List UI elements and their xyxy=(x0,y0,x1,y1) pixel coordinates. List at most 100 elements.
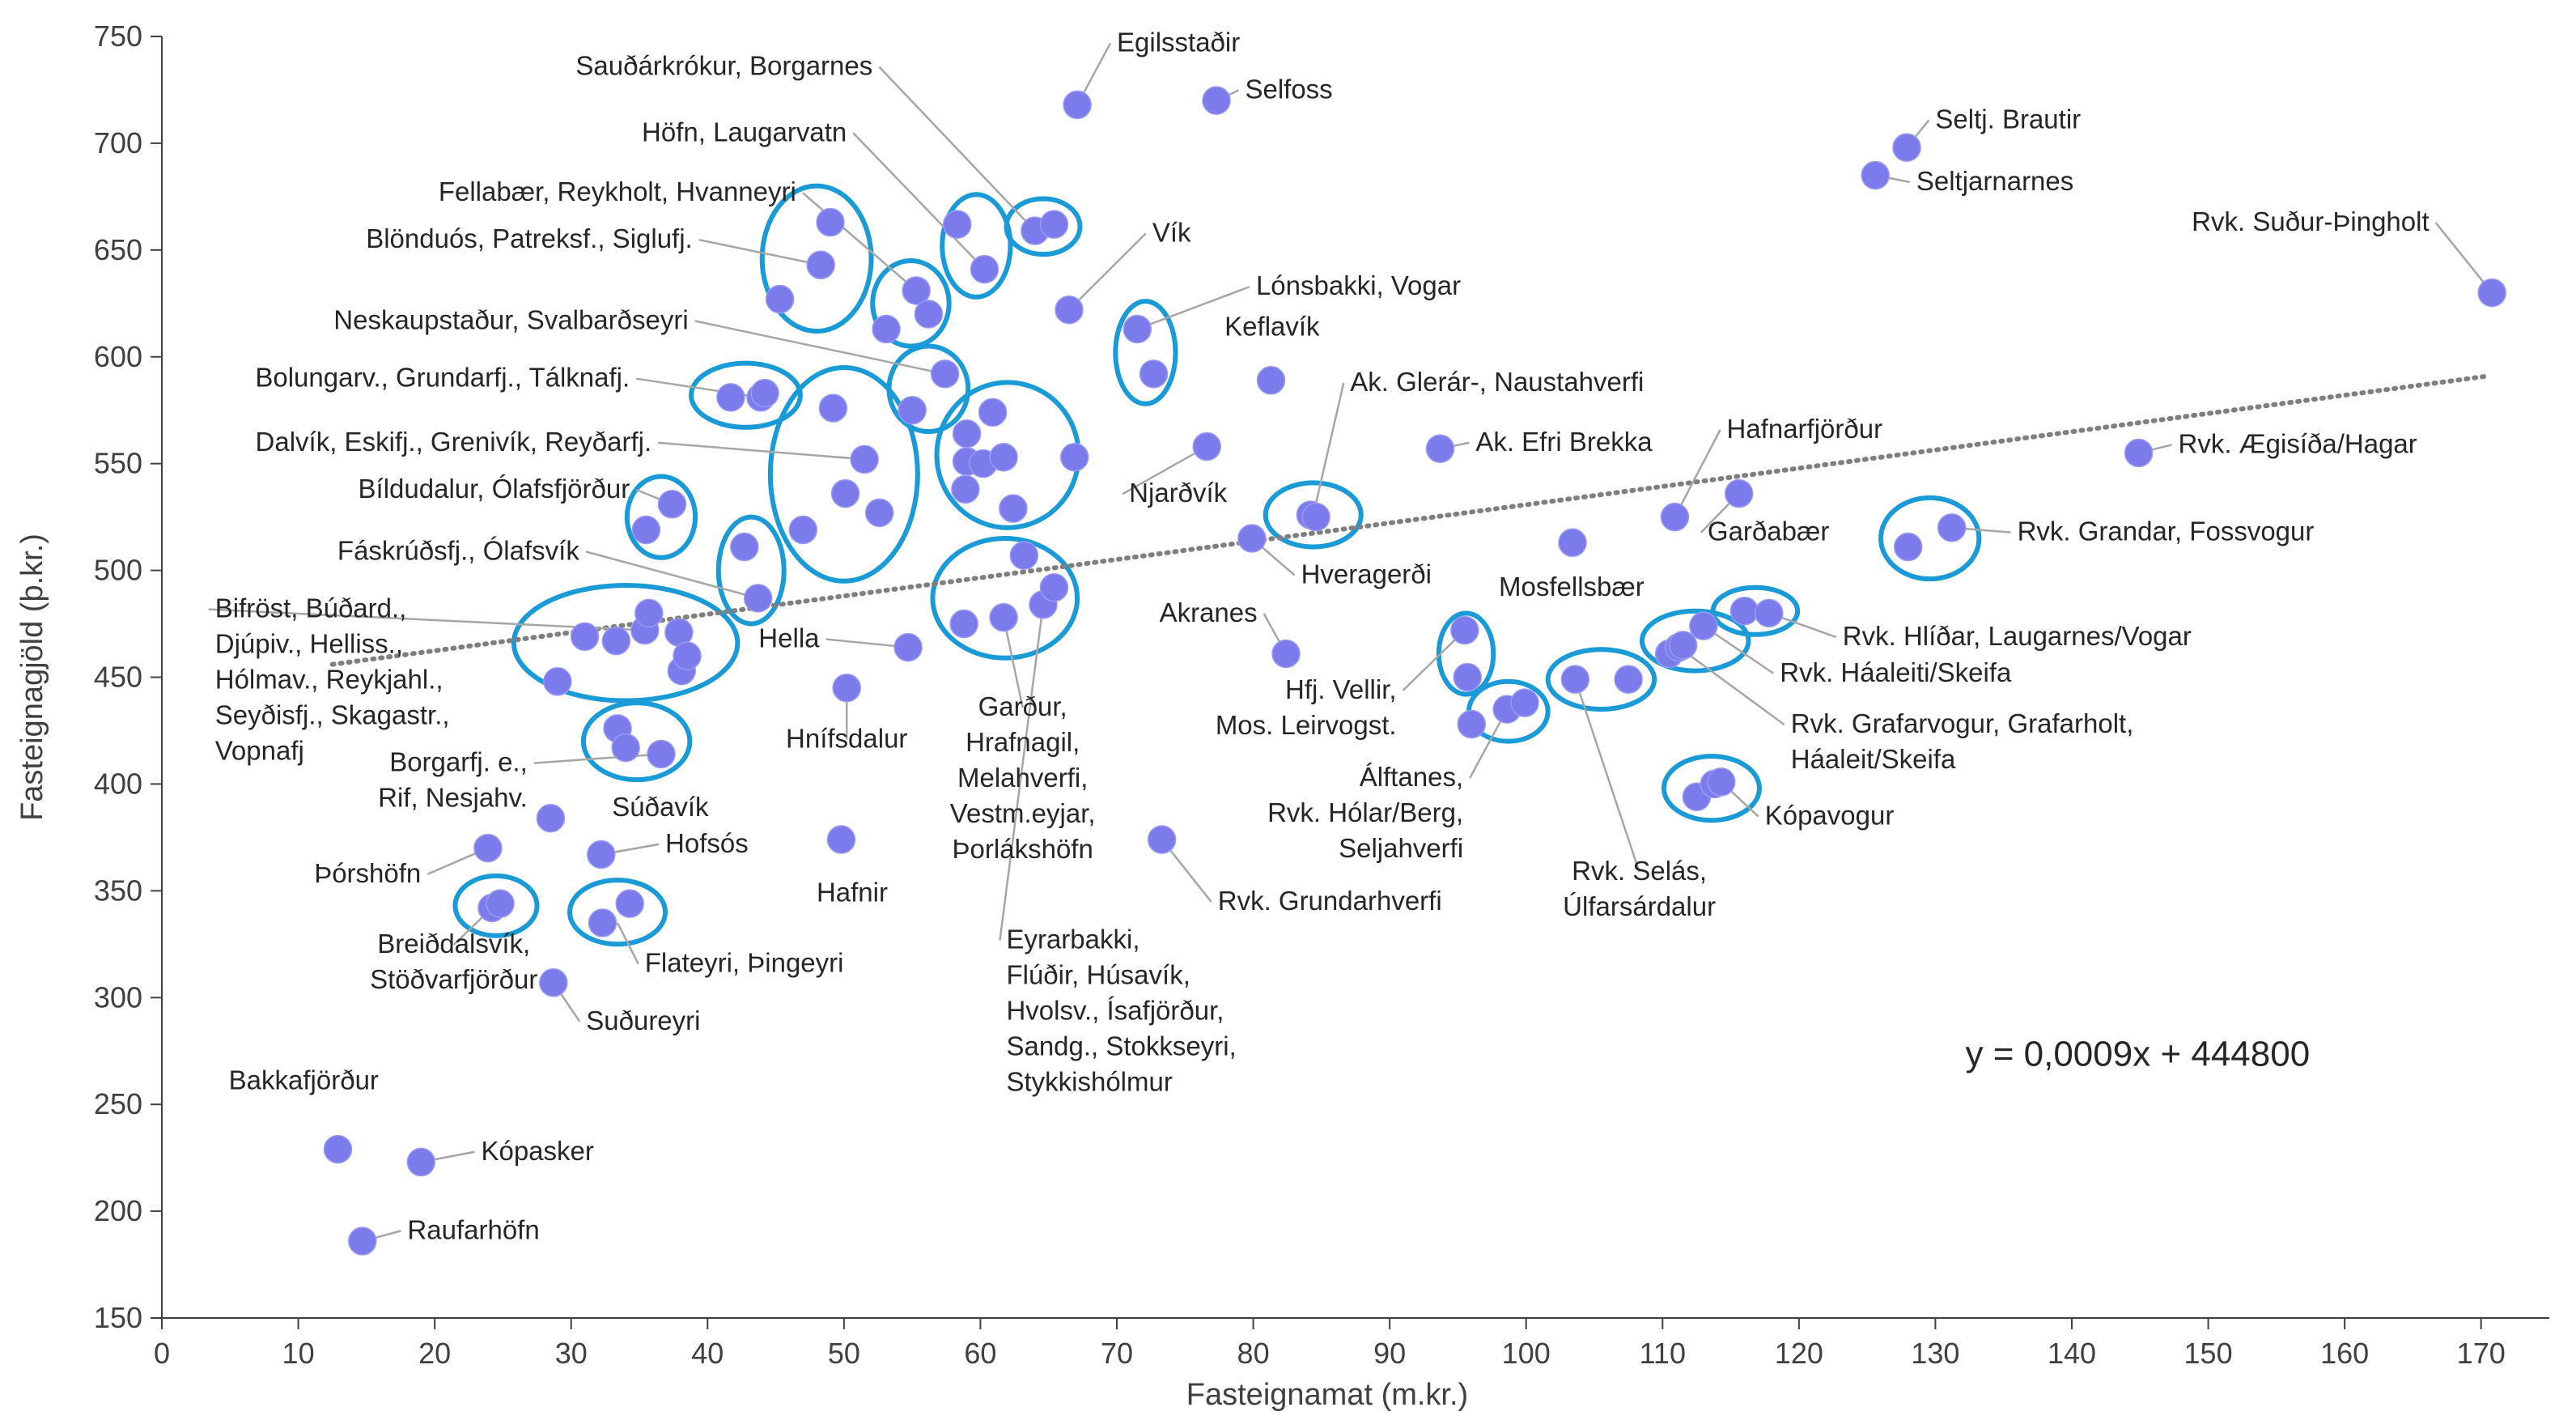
data-point xyxy=(978,398,1008,427)
data-point xyxy=(1055,295,1084,325)
point-label: Bakkafjörður xyxy=(229,1065,379,1095)
trendline xyxy=(329,373,2491,667)
point-label-line: Ak. Efri Brekka xyxy=(1475,427,1653,457)
y-tick-label: 750 xyxy=(94,19,142,53)
data-point xyxy=(615,889,644,918)
data-point xyxy=(536,803,566,833)
point-label: Bolungarv., Grundarfj., Tálknafj. xyxy=(255,363,630,393)
data-point xyxy=(539,968,568,997)
point-label-line: Njarðvík xyxy=(1129,478,1228,508)
data-point xyxy=(673,641,702,670)
leader-line xyxy=(2434,222,2493,294)
data-point xyxy=(1039,210,1069,239)
data-point xyxy=(1256,366,1286,395)
data-point xyxy=(611,733,640,763)
data-point xyxy=(872,314,901,344)
group-circle xyxy=(1640,608,1751,674)
label-leader-lines xyxy=(208,42,2493,1243)
data-point xyxy=(898,395,927,425)
point-label: Selfoss xyxy=(1245,74,1332,104)
point-label-line: Bíldudalur, Ólafsfjörður xyxy=(359,474,630,504)
point-label: Hofsós xyxy=(665,828,749,858)
data-point xyxy=(1668,631,1698,660)
data-point xyxy=(1450,615,1479,645)
x-tick-label: 170 xyxy=(2457,1337,2506,1370)
point-label: Fellabær, Reykholt, Hvanneyri xyxy=(439,176,796,206)
data-point xyxy=(970,254,999,284)
data-point xyxy=(1192,432,1222,461)
data-point xyxy=(2477,278,2506,308)
point-label-line: Borgarfj. e., xyxy=(389,747,528,777)
point-label: Eyrarbakki, Flúðir, Húsavík, Hvolsv., Ísaf… xyxy=(1006,925,1236,1097)
data-point xyxy=(1707,767,1736,797)
point-label: Dalvík, Eskifj., Grenivík, Reyðarfj. xyxy=(256,427,652,457)
point-label: Akranes xyxy=(1160,597,1258,627)
x-tick-label: 20 xyxy=(418,1337,451,1370)
point-label-line: Mos. Leirvogst. xyxy=(1216,710,1397,740)
data-point xyxy=(893,632,923,662)
group-circle xyxy=(567,878,668,947)
point-label: Neskaupstaður, Svalbarðseyri xyxy=(333,304,688,334)
data-point xyxy=(826,825,856,854)
point-label: Rvk. Grafarvogur, Grafarholt, Háaleit/Ske… xyxy=(1791,708,2134,774)
point-label: Rvk. Ægisíða/Hagar xyxy=(2178,428,2417,458)
point-label-line: Rvk. Hólar/Berg, xyxy=(1267,797,1463,827)
data-point xyxy=(1147,825,1177,854)
leader-line xyxy=(585,551,758,600)
leader-line xyxy=(1136,286,1250,330)
data-point xyxy=(1724,478,1754,508)
x-tick-label: 140 xyxy=(2048,1337,2096,1370)
data-point xyxy=(1560,665,1590,694)
point-label-line: Rvk. Grafarvogur, Grafarholt, xyxy=(1791,708,2134,738)
point-label-line: Hvolsv., Ísafjörður, xyxy=(1006,996,1224,1026)
y-tick-label: 500 xyxy=(94,554,142,587)
point-label-line: Sandg., Stokkseyri, xyxy=(1006,1031,1236,1061)
point-label: Rvk. Grandar, Fossvogur xyxy=(2018,517,2315,546)
group-circle xyxy=(767,364,920,584)
point-label: Sauðárkrókur, Borgarnes xyxy=(575,50,872,80)
point-label-line: Rvk. Háaleiti/Skeifa xyxy=(1780,657,2012,687)
data-point xyxy=(406,1147,436,1177)
data-point xyxy=(952,419,982,449)
data-point xyxy=(323,1134,353,1164)
group-circle xyxy=(1004,196,1083,257)
point-label: Höfn, Laugarvatn xyxy=(642,117,847,147)
group-circle xyxy=(1545,647,1657,712)
x-tick-label: 120 xyxy=(1775,1337,1823,1370)
point-label-line: Melahverfi, xyxy=(957,763,1088,793)
point-label: Rvk. Suður-Þingholt xyxy=(2192,206,2429,236)
y-tick-label: 650 xyxy=(94,233,142,266)
point-label-line: Rvk. Hlíðar, Laugarnes/Vogar xyxy=(1843,621,2192,651)
point-label-line: Rvk. Grandar, Fossvogur xyxy=(2018,517,2315,546)
x-tick-label: 50 xyxy=(828,1337,860,1370)
point-label-line: Flúðir, Húsavík, xyxy=(1006,960,1190,990)
point-label-line: Hafnarfjörður xyxy=(1727,414,1883,444)
group-circle xyxy=(689,360,803,430)
data-point xyxy=(1861,160,1891,190)
point-label: Keflavík xyxy=(1224,311,1320,341)
point-label-line: Fellabær, Reykholt, Hvanneyri xyxy=(439,176,796,206)
data-point xyxy=(570,622,600,652)
data-point xyxy=(588,908,617,937)
point-label: Bifröst, Búðard., Djúpiv., Helliss., Hólma… xyxy=(215,593,450,766)
point-label-line: Neskaupstaður, Svalbarðseyri xyxy=(333,304,688,334)
point-label-line: Hnífsdalur xyxy=(786,724,907,754)
data-point xyxy=(832,673,861,703)
point-label: Ak. Efri Brekka xyxy=(1475,427,1653,457)
group-circle xyxy=(624,474,698,560)
point-label-line: Hfj. Vellir, xyxy=(1285,674,1397,704)
leader-line xyxy=(1402,629,1466,691)
point-label-line: Vestm.eyjar, xyxy=(950,798,1096,828)
group-circle xyxy=(930,536,1080,661)
leader-line xyxy=(852,132,986,270)
data-point xyxy=(951,474,980,504)
point-label-line: Vík xyxy=(1152,217,1191,247)
point-label-line: Seljahverfi xyxy=(1339,833,1463,863)
point-label-line: Breiðdalsvík, xyxy=(377,929,530,959)
x-tick-label: 130 xyxy=(1911,1337,1959,1370)
data-point xyxy=(1139,359,1169,389)
axes: 150 200 250 300 350 400 450 500 550 600 650 700 750 0… xyxy=(94,19,2549,1370)
point-labels: Sauðárkrókur, Borgarnes EgilsstaðirSelfos… xyxy=(215,27,2430,1244)
y-tick-label: 400 xyxy=(94,767,142,800)
